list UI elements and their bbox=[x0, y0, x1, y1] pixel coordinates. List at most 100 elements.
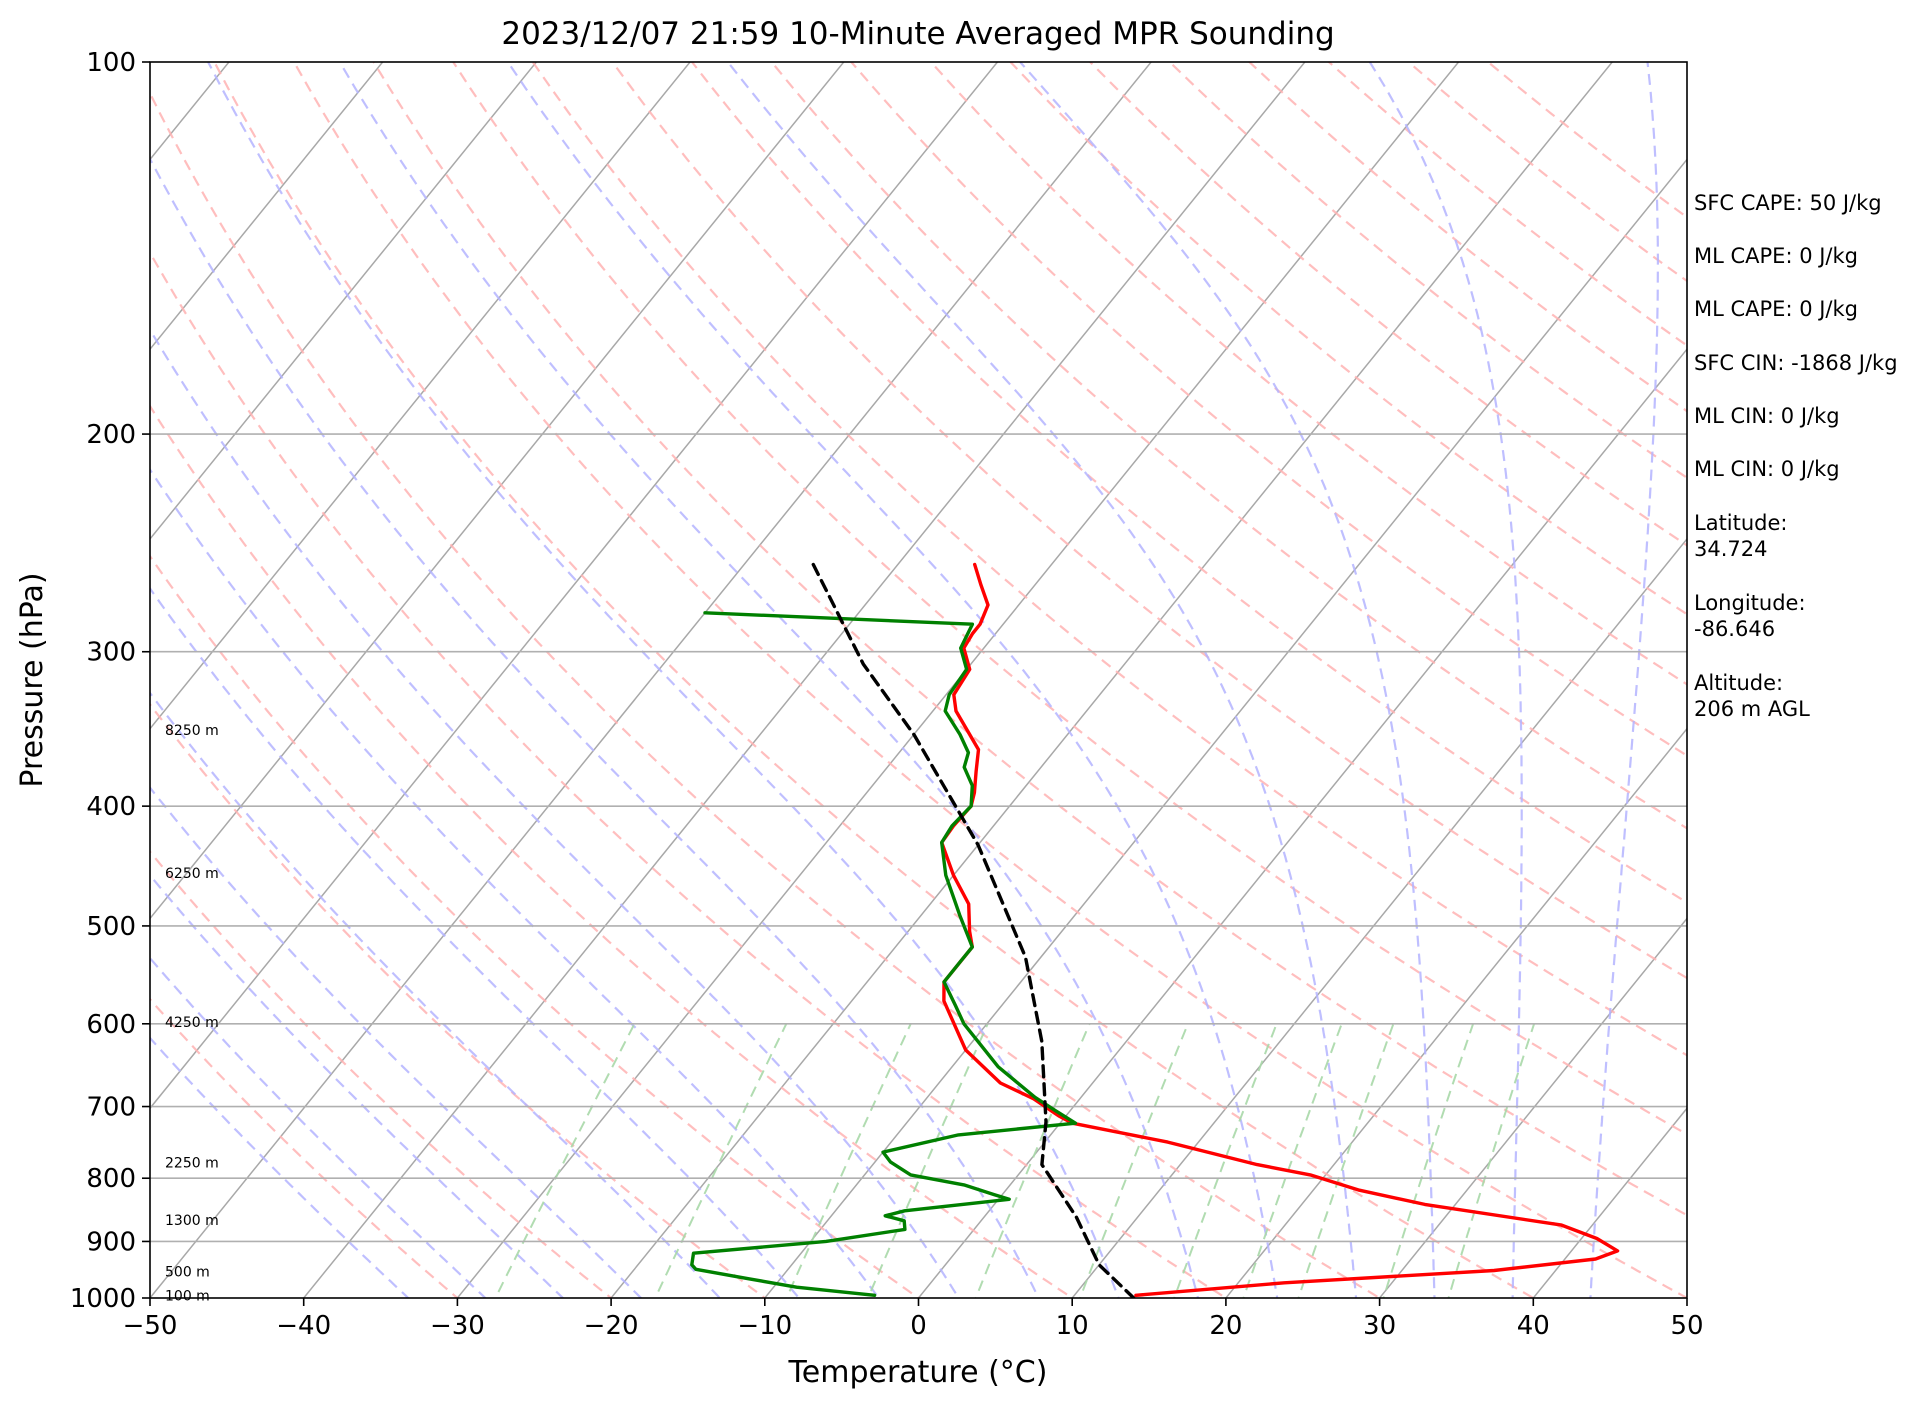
x-tick-label: −10 bbox=[737, 1311, 792, 1341]
y-tick-label: 800 bbox=[86, 1164, 136, 1194]
dry-adiabat-line bbox=[451, 62, 1687, 1136]
height-labels: 100 m 500 m 1300 m 2250 m 4250 m 6250 m 8250 m bbox=[165, 723, 219, 1304]
isotherm-line bbox=[150, 62, 692, 730]
moist-adiabat-line bbox=[1589, 62, 1660, 1298]
dry-adiabat-line bbox=[150, 554, 921, 1298]
mixing-ratio-line bbox=[1079, 1023, 1189, 1298]
isotherm-line bbox=[1224, 727, 1687, 1298]
y-tick-label: 1000 bbox=[70, 1284, 136, 1314]
isotherm-line bbox=[150, 62, 1153, 1298]
altitude-value: 206 m AGL bbox=[1694, 697, 1810, 721]
altitude-label: Altitude: bbox=[1694, 671, 1783, 695]
isotherm-line bbox=[1532, 1107, 1687, 1298]
dry-adiabat-line bbox=[213, 62, 1536, 1298]
mixing-ratio-line bbox=[494, 1023, 636, 1298]
x-tick-label: 10 bbox=[1056, 1311, 1089, 1341]
dry-adiabat-line bbox=[611, 62, 1687, 980]
dry-adiabat-line bbox=[770, 62, 1687, 830]
longitude-label: Longitude: bbox=[1694, 591, 1806, 615]
moist-adiabat-line bbox=[150, 956, 487, 1298]
y-tick-label: 500 bbox=[86, 912, 136, 942]
height-label: 100 m bbox=[165, 1288, 210, 1304]
dewpoint-line bbox=[690, 611, 1078, 1298]
isotherm-line bbox=[150, 62, 999, 1110]
dry-adiabat-line bbox=[929, 62, 1687, 686]
sfc-cin-text: SFC CIN: -1868 J/kg bbox=[1694, 351, 1898, 375]
x-tick-label: 50 bbox=[1670, 1311, 1703, 1341]
x-tick-label: 40 bbox=[1517, 1311, 1550, 1341]
x-tick-label: −50 bbox=[123, 1311, 178, 1341]
latitude-value: 34.724 bbox=[1694, 537, 1767, 561]
moist-adiabat-line bbox=[726, 62, 1358, 1298]
y-tick-label: 100 bbox=[86, 48, 136, 78]
moist-adiabat-line bbox=[150, 327, 960, 1298]
longitude-value: -86.646 bbox=[1694, 617, 1775, 641]
height-label: 2250 m bbox=[165, 1156, 219, 1172]
chart-title: 2023/12/07 21:59 10-Minute Averaged MPR … bbox=[501, 16, 1334, 52]
moist-adiabat-line bbox=[207, 62, 1120, 1298]
y-axis-label: Pressure (hPa) bbox=[15, 572, 50, 787]
mixing-ratio-line bbox=[1297, 1023, 1395, 1298]
x-tick-label: −30 bbox=[430, 1311, 485, 1341]
y-tick-label: 200 bbox=[86, 420, 136, 450]
dry-adiabat-line bbox=[372, 62, 1687, 1217]
latitude-label: Latitude: bbox=[1694, 511, 1788, 535]
parcel-path-line bbox=[811, 562, 1136, 1298]
dry-adiabat-line bbox=[150, 850, 613, 1298]
sfc-cape-text: SFC CAPE: 50 J/kg bbox=[1694, 191, 1882, 215]
ml-cape-text-2: ML CAPE: 0 J/kg bbox=[1694, 297, 1858, 321]
x-axis-ticks: −50 −40 −30 −20 −10 0 10 20 30 40 50 bbox=[123, 1298, 1704, 1341]
y-axis-ticks: 100 200 300 400 500 600 700 800 900 1000 bbox=[70, 48, 150, 1314]
x-tick-label: −40 bbox=[276, 1311, 331, 1341]
isotherm-line bbox=[150, 62, 845, 920]
ml-cin-text: ML CIN: 0 J/kg bbox=[1694, 404, 1840, 428]
mixing-ratio-line bbox=[866, 1023, 989, 1298]
moist-adiabat-line bbox=[1019, 62, 1436, 1298]
y-tick-label: 700 bbox=[86, 1093, 136, 1123]
background-lines bbox=[150, 62, 1687, 1298]
moist-adiabat-line bbox=[506, 62, 1279, 1298]
ml-cin-text-2: ML CIN: 0 J/kg bbox=[1694, 457, 1840, 481]
mixing-ratio-line bbox=[785, 1023, 912, 1298]
moist-adiabat-line bbox=[150, 873, 565, 1298]
height-label: 500 m bbox=[165, 1265, 210, 1281]
isotherm-line bbox=[610, 62, 1614, 1298]
mixing-ratio-line bbox=[1382, 1023, 1475, 1298]
isotherm-line bbox=[302, 62, 1306, 1298]
x-tick-label: 0 bbox=[910, 1311, 927, 1341]
moist-adiabat-line bbox=[150, 467, 881, 1298]
mixing-ratio-line bbox=[654, 1023, 788, 1298]
x-tick-label: 20 bbox=[1209, 1311, 1242, 1341]
mixing-ratio-line bbox=[1447, 1023, 1536, 1298]
sounding-info-panel: SFC CAPE: 50 J/kg ML CAPE: 0 J/kg ML CAP… bbox=[1694, 191, 1898, 721]
isotherm-line bbox=[150, 62, 538, 541]
y-tick-label: 300 bbox=[86, 638, 136, 668]
dry-adiabat-line bbox=[531, 62, 1687, 1057]
isotherm-line bbox=[917, 348, 1687, 1298]
dry-adiabat-line bbox=[150, 404, 1075, 1298]
y-tick-label: 600 bbox=[86, 1010, 136, 1040]
x-tick-label: −20 bbox=[584, 1311, 639, 1341]
x-axis-label: Temperature (°C) bbox=[788, 1355, 1048, 1390]
isotherm-line bbox=[150, 62, 384, 351]
series-layer bbox=[690, 562, 1620, 1298]
y-tick-label: 400 bbox=[86, 792, 136, 822]
moist-adiabat-line bbox=[150, 1036, 410, 1298]
isotherm-line bbox=[1378, 917, 1687, 1298]
height-label: 8250 m bbox=[165, 723, 219, 739]
dry-adiabat-line bbox=[150, 997, 460, 1298]
pressure-gridlines bbox=[150, 433, 1687, 1243]
moist-adiabat-line bbox=[150, 691, 722, 1298]
dry-adiabat-line bbox=[1008, 62, 1687, 616]
mixing-ratio-line bbox=[974, 1023, 1091, 1298]
dry-adiabat-line bbox=[150, 90, 1382, 1298]
height-label: 4250 m bbox=[165, 1015, 219, 1031]
dry-adiabat-line bbox=[150, 250, 1228, 1298]
height-label: 1300 m bbox=[165, 1213, 219, 1229]
moist-adiabat-line bbox=[150, 156, 1040, 1298]
y-tick-label: 900 bbox=[86, 1227, 136, 1257]
moist-adiabat-line bbox=[338, 62, 1200, 1298]
x-tick-label: 30 bbox=[1363, 1311, 1396, 1341]
dry-adiabat-line bbox=[292, 62, 1687, 1298]
